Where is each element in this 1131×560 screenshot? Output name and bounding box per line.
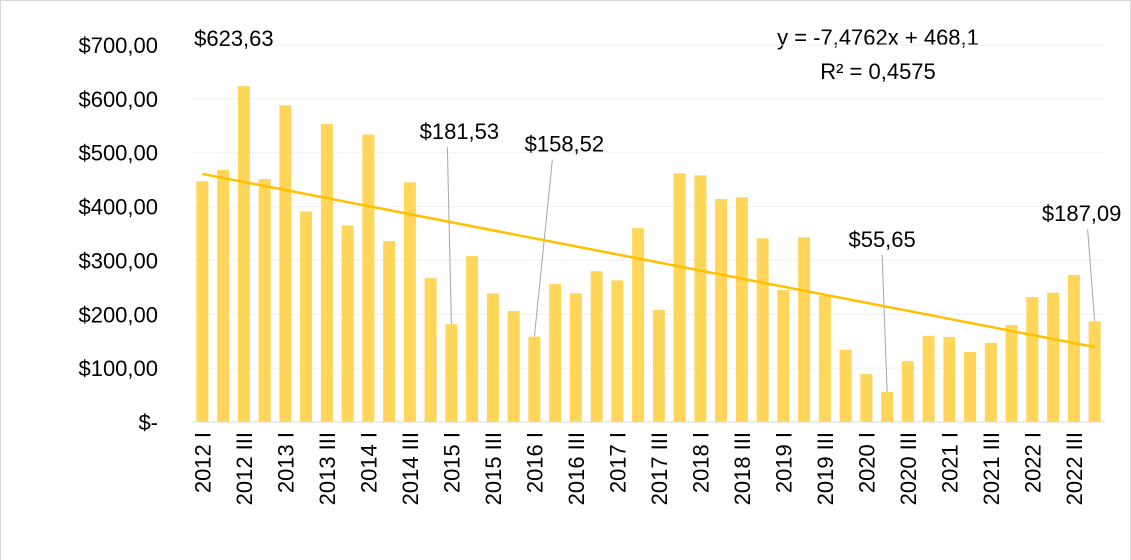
bar [1026, 297, 1039, 422]
x-tick-label: 2022 III [1062, 432, 1087, 505]
bar [673, 173, 686, 422]
leader-line [533, 159, 553, 337]
bar [818, 295, 831, 422]
y-tick-label: $200,00 [78, 302, 158, 327]
x-tick-label: 2019 I [771, 432, 796, 493]
trendline [202, 172, 1095, 349]
y-tick-label: $300,00 [78, 248, 158, 273]
bar [300, 211, 313, 422]
bar [1047, 292, 1060, 422]
bar [217, 169, 230, 422]
bar [590, 271, 603, 422]
data-label: $623,63 [194, 26, 274, 51]
bar [839, 349, 852, 422]
bar [445, 324, 458, 422]
bar [1067, 274, 1080, 422]
bar [632, 228, 645, 422]
bar [943, 336, 956, 422]
bar [383, 241, 396, 422]
leader-line [1087, 229, 1096, 322]
bar [466, 256, 479, 422]
x-tick-label: 2017 I [605, 432, 630, 493]
y-tick-label: $- [138, 410, 158, 435]
data-label: $187,09 [1042, 201, 1122, 226]
bar [735, 197, 748, 422]
x-tick-label: 2017 III [647, 432, 672, 505]
x-tick-label: 2015 I [439, 432, 464, 493]
trend-equation: y = -7,4762x + 468,1 [777, 25, 979, 50]
x-tick-label: 2016 III [564, 432, 589, 505]
bar [715, 199, 728, 422]
x-tick-label: 2014 I [356, 432, 381, 493]
bar [901, 361, 914, 422]
bar [403, 182, 416, 422]
bar [860, 374, 873, 422]
bar [196, 181, 209, 422]
trend-r2: R² = 0,4575 [820, 59, 936, 84]
bar [507, 311, 520, 422]
x-tick-label: 2018 III [730, 432, 755, 505]
bar [258, 179, 271, 422]
y-tick-label: $400,00 [78, 195, 158, 220]
bar [237, 86, 250, 422]
x-tick-label: 2015 III [481, 432, 506, 505]
leader-line [446, 147, 452, 325]
data-label: $181,53 [420, 119, 500, 144]
x-tick-label: 2012 III [232, 432, 257, 505]
x-tick-label: 2013 III [315, 432, 340, 505]
x-tick-label: 2019 III [813, 432, 838, 505]
x-tick-label: 2012 I [190, 432, 215, 493]
x-tick-label: 2016 I [522, 432, 547, 493]
bar [341, 225, 354, 422]
bar [694, 175, 707, 422]
x-tick-label: 2018 I [688, 432, 713, 493]
data-label: $55,65 [848, 227, 915, 252]
x-tick-label: 2022 I [1020, 432, 1045, 493]
bar [569, 293, 582, 422]
bar [922, 335, 935, 422]
data-label: $158,52 [525, 132, 605, 157]
bar [777, 290, 790, 422]
bar [549, 284, 562, 422]
y-tick-label: $600,00 [78, 87, 158, 112]
y-tick-label: $500,00 [78, 141, 158, 166]
bar [528, 336, 541, 422]
bar [964, 351, 977, 422]
bar [320, 124, 333, 423]
x-tick-label: 2021 I [937, 432, 962, 493]
bar [1088, 321, 1101, 422]
x-tick-label: 2014 III [398, 432, 423, 505]
bar [279, 105, 292, 422]
x-tick-label: 2020 III [896, 432, 921, 505]
x-tick-label: 2020 I [854, 432, 879, 493]
bar [424, 278, 437, 422]
y-tick-label: $100,00 [78, 356, 158, 381]
bar [1005, 325, 1018, 422]
bar [756, 238, 769, 422]
x-tick-label: 2021 III [979, 432, 1004, 505]
bar [486, 293, 499, 422]
x-tick-label: 2013 I [273, 432, 298, 493]
bar [362, 134, 375, 422]
bar [881, 392, 894, 422]
bar [798, 237, 811, 422]
bar [611, 280, 624, 422]
bar [652, 309, 665, 422]
leader-line [881, 255, 888, 393]
y-tick-label: $700,00 [78, 33, 158, 58]
bar [984, 342, 997, 422]
